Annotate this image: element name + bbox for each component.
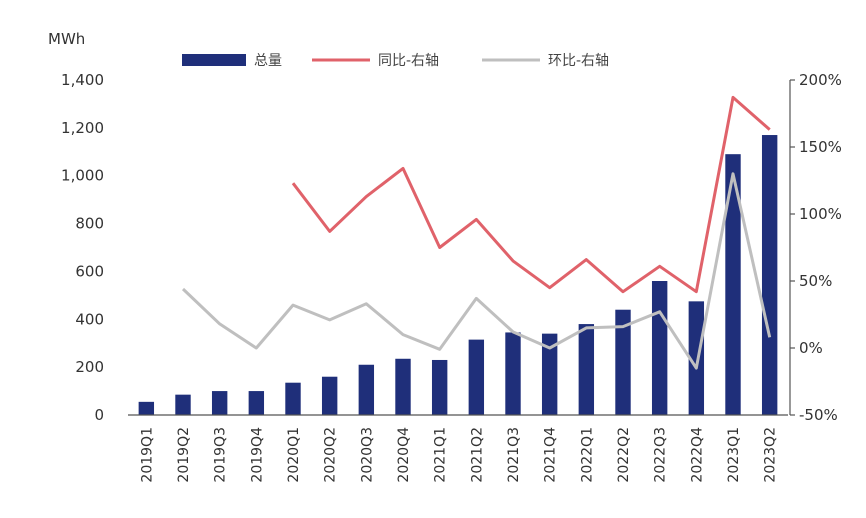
legend-label: 同比-右轴 xyxy=(378,53,439,69)
right-y-axis: -50% 0% 50% 100% 150% 200% xyxy=(789,71,842,424)
bar-2022Q3 xyxy=(651,281,668,415)
bar-2020Q2 xyxy=(321,376,338,415)
x-tick-label: 2021Q3 xyxy=(506,427,522,483)
left-tick-label: 1,200 xyxy=(61,119,104,137)
x-axis: 2019Q1 2019Q2 2019Q3 2019Q4 2020Q1 2020Q2 2020… xyxy=(139,427,778,483)
x-tick-label: 2023Q1 xyxy=(726,427,742,483)
right-tick-label: 100% xyxy=(799,205,842,223)
bar-2021Q4 xyxy=(541,333,558,415)
x-tick-label: 2020Q3 xyxy=(359,427,375,483)
bar-2022Q4 xyxy=(688,301,705,415)
bar-2021Q2 xyxy=(468,339,485,415)
x-tick-label: 2021Q2 xyxy=(469,427,485,483)
x-tick-label: 2020Q4 xyxy=(396,427,412,483)
left-axis-unit: MWh xyxy=(48,30,85,48)
x-tick-label: 2021Q4 xyxy=(543,427,559,483)
x-tick-label: 2019Q1 xyxy=(139,427,155,483)
x-tick-label: 2020Q2 xyxy=(323,427,339,483)
legend-label: 环比-右轴 xyxy=(548,53,609,69)
x-tick-label: 2019Q3 xyxy=(213,427,229,483)
left-tick-label: 400 xyxy=(75,310,104,328)
bar-2023Q1 xyxy=(725,154,741,415)
x-tick-label: 2021Q1 xyxy=(433,427,449,483)
bar-2020Q1 xyxy=(285,382,301,415)
x-tick-label: 2023Q2 xyxy=(763,427,779,483)
left-y-axis: 0 200 400 600 800 1,000 1,200 1,400 xyxy=(61,71,104,424)
bar-2021Q1 xyxy=(431,359,448,415)
bar-2022Q2 xyxy=(615,309,631,415)
x-tick-label: 2022Q4 xyxy=(689,427,705,483)
bar-2019Q3 xyxy=(211,391,228,415)
x-tick-label: 2022Q1 xyxy=(579,427,595,483)
left-tick-label: 800 xyxy=(75,215,104,233)
bar-2019Q4 xyxy=(248,391,265,415)
left-tick-label: 200 xyxy=(75,358,104,376)
right-tick-label: 0% xyxy=(799,339,823,357)
line-同比-右轴 xyxy=(291,95,771,294)
left-tick-label: 0 xyxy=(94,406,104,424)
left-tick-label: 1,400 xyxy=(61,71,104,89)
bar-2020Q3 xyxy=(358,364,375,415)
bar-2019Q1 xyxy=(138,401,155,415)
x-tick-label: 2022Q3 xyxy=(653,427,669,483)
line-series xyxy=(181,95,772,370)
bar-2019Q2 xyxy=(175,394,191,415)
legend-swatch-bar xyxy=(182,54,246,66)
legend: 总量 同比-右轴 环比-右轴 xyxy=(182,53,609,69)
x-tick-label: 2022Q2 xyxy=(616,427,632,483)
left-tick-label: 600 xyxy=(75,262,104,280)
right-tick-label: -50% xyxy=(799,406,838,424)
right-tick-label: 50% xyxy=(799,272,832,290)
bar-2020Q4 xyxy=(395,358,411,415)
x-tick-label: 2020Q1 xyxy=(286,427,302,483)
right-tick-label: 150% xyxy=(799,138,842,156)
left-tick-label: 1,000 xyxy=(61,167,104,185)
x-tick-label: 2019Q4 xyxy=(249,427,265,483)
right-tick-label: 200% xyxy=(799,71,842,89)
bar-2022Q1 xyxy=(578,324,595,415)
bar-2023Q2 xyxy=(761,135,778,416)
bar-2021Q3 xyxy=(505,332,521,415)
legend-label: 总量 xyxy=(254,53,282,69)
bar-series xyxy=(128,135,788,416)
x-tick-label: 2019Q2 xyxy=(176,427,192,483)
line-环比-右轴 xyxy=(181,172,772,370)
